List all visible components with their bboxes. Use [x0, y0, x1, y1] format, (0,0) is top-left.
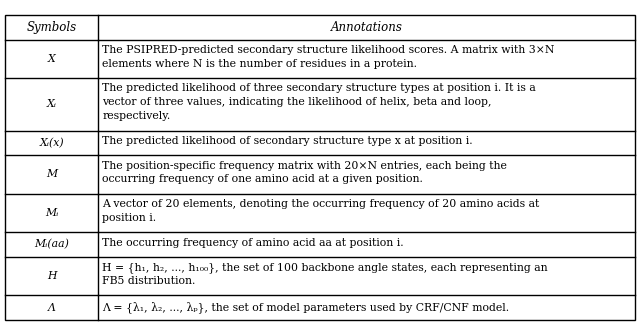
Text: elements where N is the number of residues in a protein.: elements where N is the number of residu…: [102, 59, 417, 69]
Text: A vector of 20 elements, denoting the occurring frequency of 20 amino acids at: A vector of 20 elements, denoting the oc…: [102, 199, 540, 209]
Text: Xᵢ: Xᵢ: [47, 99, 56, 109]
Text: M: M: [46, 169, 57, 179]
Text: The PSIPRED-predicted secondary structure likelihood scores. A matrix with 3×N: The PSIPRED-predicted secondary structur…: [102, 45, 555, 55]
Text: Xᵢ(x): Xᵢ(x): [39, 138, 64, 148]
Text: H = {h₁, h₂, ..., h₁₀₀}, the set of 100 backbone angle states, each representing: H = {h₁, h₂, ..., h₁₀₀}, the set of 100 …: [102, 262, 548, 273]
Text: Mᵢ: Mᵢ: [45, 208, 58, 218]
Text: The occurring frequency of amino acid aa at position i.: The occurring frequency of amino acid aa…: [102, 238, 404, 248]
Text: FB5 distribution.: FB5 distribution.: [102, 276, 196, 286]
Text: occurring frequency of one amino acid at a given position.: occurring frequency of one amino acid at…: [102, 175, 423, 185]
Text: vector of three values, indicating the likelihood of helix, beta and loop,: vector of three values, indicating the l…: [102, 98, 492, 107]
Text: respectively.: respectively.: [102, 111, 170, 121]
Text: Λ: Λ: [48, 303, 56, 313]
Text: Symbols: Symbols: [26, 21, 77, 34]
Text: Mᵢ(aa): Mᵢ(aa): [34, 240, 69, 250]
Text: Λ = {λ₁, λ₂, ..., λₚ}, the set of model parameters used by CRF/CNF model.: Λ = {λ₁, λ₂, ..., λₚ}, the set of model …: [102, 301, 509, 313]
Text: H: H: [47, 271, 56, 281]
Text: The predicted likelihood of secondary structure type x at position i.: The predicted likelihood of secondary st…: [102, 136, 473, 146]
Text: position i.: position i.: [102, 213, 156, 223]
Text: The predicted likelihood of three secondary structure types at position i. It is: The predicted likelihood of three second…: [102, 84, 536, 94]
Text: The position-specific frequency matrix with 20×N entries, each being the: The position-specific frequency matrix w…: [102, 161, 507, 171]
Text: Annotations: Annotations: [331, 21, 403, 34]
Text: X: X: [48, 54, 56, 64]
